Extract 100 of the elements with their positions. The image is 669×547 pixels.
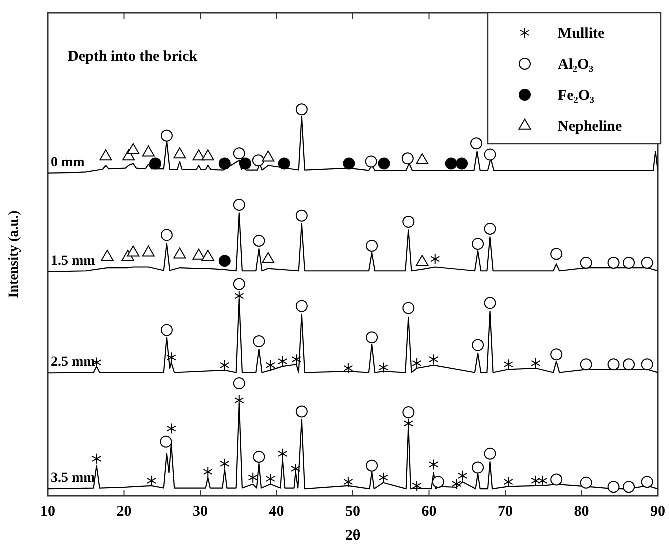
point xyxy=(150,158,162,170)
point xyxy=(484,297,496,310)
point xyxy=(253,335,266,348)
point xyxy=(456,158,468,170)
series-label: 2.5 mm xyxy=(51,355,96,370)
point xyxy=(432,476,444,488)
point xyxy=(472,238,484,250)
point xyxy=(412,480,422,492)
point xyxy=(278,448,288,460)
point xyxy=(203,466,213,478)
point xyxy=(378,158,390,170)
x-tick-label: 90 xyxy=(650,504,666,520)
point xyxy=(239,158,252,170)
point xyxy=(641,358,654,371)
point xyxy=(470,138,483,150)
point xyxy=(233,278,246,290)
point xyxy=(252,154,264,167)
point xyxy=(402,152,414,165)
series-label: 0 mm xyxy=(51,155,86,170)
point xyxy=(233,378,246,390)
x-tick-label: 30 xyxy=(193,504,208,520)
point xyxy=(402,216,415,228)
point xyxy=(220,458,230,470)
x-tick-label: 70 xyxy=(498,504,513,520)
point xyxy=(641,257,654,269)
point xyxy=(234,395,244,406)
point xyxy=(174,248,186,259)
point xyxy=(412,358,422,369)
point xyxy=(531,358,541,369)
point xyxy=(296,104,308,116)
point xyxy=(160,130,173,142)
point xyxy=(504,476,514,488)
x-tick-label: 10 xyxy=(40,504,56,520)
point xyxy=(166,423,176,434)
point xyxy=(174,148,186,159)
point xyxy=(220,360,230,371)
point xyxy=(550,248,563,260)
point xyxy=(202,150,214,161)
point xyxy=(344,362,354,374)
point xyxy=(416,153,429,164)
point xyxy=(538,475,548,486)
point xyxy=(233,148,246,160)
point xyxy=(608,358,620,371)
point xyxy=(623,257,636,269)
point xyxy=(366,332,378,344)
point xyxy=(296,210,308,222)
point xyxy=(428,354,439,366)
x-tick-label: 80 xyxy=(574,504,590,520)
point xyxy=(580,476,592,489)
point xyxy=(160,229,173,242)
point xyxy=(127,143,140,154)
legend-label: Fe₂O₃ xyxy=(558,88,595,104)
x-tick-label: 60 xyxy=(422,504,437,520)
point xyxy=(146,475,157,486)
point xyxy=(623,358,636,371)
point xyxy=(142,246,155,257)
point xyxy=(531,475,541,486)
point xyxy=(202,250,214,262)
point xyxy=(218,158,231,170)
point xyxy=(366,240,378,252)
point xyxy=(366,460,378,472)
point xyxy=(641,476,654,488)
x-axis-title: 2θ xyxy=(345,528,361,544)
point xyxy=(402,302,415,314)
point xyxy=(472,339,484,352)
point xyxy=(266,474,276,484)
point xyxy=(262,252,275,264)
point xyxy=(402,406,415,419)
legend-label: Al₂O₃ xyxy=(558,57,594,73)
x-tick-label: 40 xyxy=(269,504,284,520)
point xyxy=(248,472,258,484)
point xyxy=(484,148,496,161)
point xyxy=(608,481,620,494)
point xyxy=(608,257,620,269)
point xyxy=(292,354,302,366)
point xyxy=(101,250,114,262)
point xyxy=(472,462,484,474)
point xyxy=(290,463,301,474)
point xyxy=(218,255,231,268)
point xyxy=(378,362,388,374)
point xyxy=(343,158,356,170)
point xyxy=(623,481,636,494)
point xyxy=(296,300,308,312)
point xyxy=(192,248,206,260)
series-label: 3.5 mm xyxy=(51,471,96,486)
point xyxy=(580,257,592,269)
point xyxy=(416,255,429,266)
point xyxy=(278,356,288,368)
text: Depth into the brick xyxy=(68,49,198,65)
point xyxy=(365,156,378,168)
point xyxy=(580,358,592,371)
point xyxy=(262,150,275,162)
point xyxy=(484,223,496,235)
point xyxy=(430,254,440,265)
point xyxy=(160,436,172,448)
x-tick-label: 50 xyxy=(346,504,360,520)
point xyxy=(253,234,266,247)
point xyxy=(100,150,112,161)
point xyxy=(428,459,439,470)
point xyxy=(266,360,276,371)
